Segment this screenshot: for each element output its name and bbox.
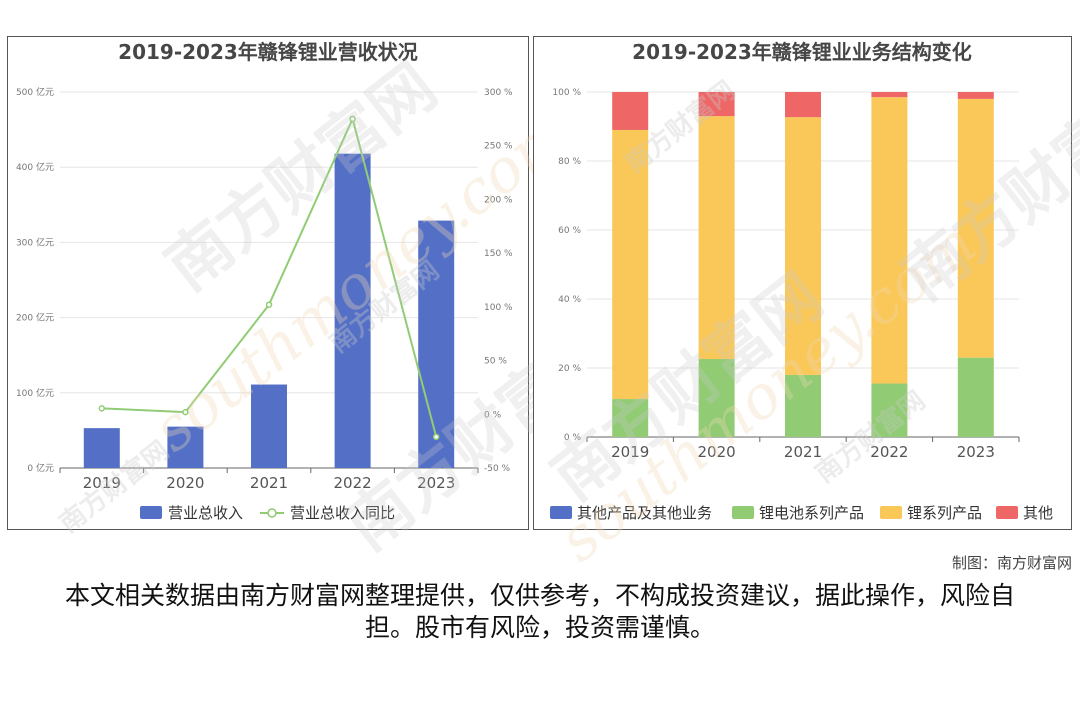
revenue-bar (83, 428, 120, 468)
left-y-tick-label: 100 亿元 (16, 387, 54, 399)
chart-title: 2019-2023年赣锋锂业营收状况 (118, 40, 418, 64)
right-y-tick-label: 100 % (484, 303, 513, 313)
x-tick-label: 2022 (334, 474, 372, 492)
left-y-tick-label: 300 亿元 (16, 236, 54, 248)
x-tick-label: 2023 (957, 443, 995, 461)
legend-label-revenue: 营业总收入 (168, 504, 243, 522)
stack-segment-2 (785, 117, 821, 375)
legend-swatch-revenue (140, 506, 162, 519)
chart-title: 2019-2023年赣锋锂业业务结构变化 (632, 40, 972, 64)
legend-swatch-yoy-marker (267, 508, 277, 518)
x-tick-label: 2020 (166, 474, 204, 492)
stack-segment-1 (957, 357, 994, 437)
stack-segment-2 (871, 97, 908, 384)
right-y-tick-label: -50 % (484, 464, 511, 474)
x-tick-label: 2021 (784, 443, 822, 461)
stack-segment-3 (785, 92, 821, 118)
x-tick-label: 2023 (417, 474, 455, 492)
x-tick-label: 2020 (698, 443, 736, 461)
x-tick-label: 2019 (611, 443, 649, 461)
stack-segment-2 (957, 98, 994, 358)
y-tick-label: 100 % (552, 88, 581, 98)
y-tick-label: 0 % (564, 433, 582, 443)
right-y-tick-label: 250 % (484, 142, 513, 152)
y-tick-label: 20 % (558, 364, 581, 374)
legend-label-0: 其他产品及其他业务 (577, 504, 712, 522)
y-tick-label: 40 % (558, 295, 581, 305)
yoy-point (98, 405, 106, 412)
left-y-tick-label: 0 亿元 (27, 462, 54, 474)
right-y-tick-label: 150 % (484, 249, 513, 259)
revenue-bar (251, 384, 287, 468)
legend-swatch-1 (732, 506, 754, 519)
left-y-tick-label: 400 亿元 (16, 161, 54, 173)
right-y-tick-label: 300 % (484, 88, 513, 98)
legend-label-1: 锂电池系列产品 (759, 504, 864, 522)
x-tick-label: 2021 (250, 474, 288, 492)
disclaimer-text: 本文相关数据由南方财富网整理提供，仅供参考，不构成投资建议，据此操作，风险自担。… (64, 581, 1015, 642)
right-y-tick-label: 50 % (484, 357, 507, 367)
stack-segment-1 (612, 399, 649, 437)
stack-segment-1 (698, 359, 735, 437)
stack-segment-1 (871, 383, 908, 437)
y-tick-label: 60 % (558, 226, 581, 236)
legend-swatch-3 (996, 506, 1018, 519)
revenue-bar (167, 426, 204, 468)
x-tick-label: 2019 (83, 474, 121, 492)
yoy-point (182, 408, 189, 416)
revenue-bar (334, 153, 371, 468)
stack-segment-3 (698, 92, 735, 117)
left-y-tick-label: 500 亿元 (16, 86, 54, 98)
stack-segment-2 (698, 116, 735, 360)
business-structure-chart-panel: 2019-2023年赣锋锂业业务结构变化 0 % 20 % 40 % 60 % 80 % 1… (533, 36, 1080, 576)
y-tick-label: 80 % (558, 157, 581, 167)
yoy-point (349, 115, 356, 123)
x-tick-label: 2022 (870, 443, 908, 461)
right-y-tick-label: 0 % (484, 410, 502, 420)
revenue-chart: 2019-2023年赣锋锂业营收状况 0 亿元 100 亿元 200 亿元 300 亿元… (16, 40, 513, 522)
legend-label-yoy: 营业总收入同比 (290, 504, 395, 522)
revenue-chart-panel: 2019-2023年赣锋锂业营收状况 0 亿元 100 亿元 200 亿元 300 亿元… (7, 36, 631, 565)
stack-segment-1 (785, 374, 821, 437)
yoy-point (432, 433, 440, 441)
stack-segment-3 (612, 92, 649, 130)
stack-segment-2 (612, 129, 649, 400)
legend-label-3: 其他 (1023, 504, 1053, 522)
business-structure-chart: 2019-2023年赣锋锂业业务结构变化 0 % 20 % 40 % 60 % 80 % 1… (550, 40, 1053, 522)
stack-segment-3 (871, 92, 908, 98)
right-y-tick-label: 200 % (484, 195, 513, 205)
yoy-point (265, 301, 273, 308)
legend-swatch-2 (880, 506, 902, 519)
legend-label-2: 锂系列产品 (907, 504, 982, 522)
legend-swatch-0 (550, 506, 572, 519)
revenue-bar (418, 220, 455, 468)
stack-segment-3 (957, 92, 994, 99)
chart-credit: 制图：南方财富网 (951, 554, 1072, 572)
left-y-tick-label: 200 亿元 (16, 312, 54, 324)
